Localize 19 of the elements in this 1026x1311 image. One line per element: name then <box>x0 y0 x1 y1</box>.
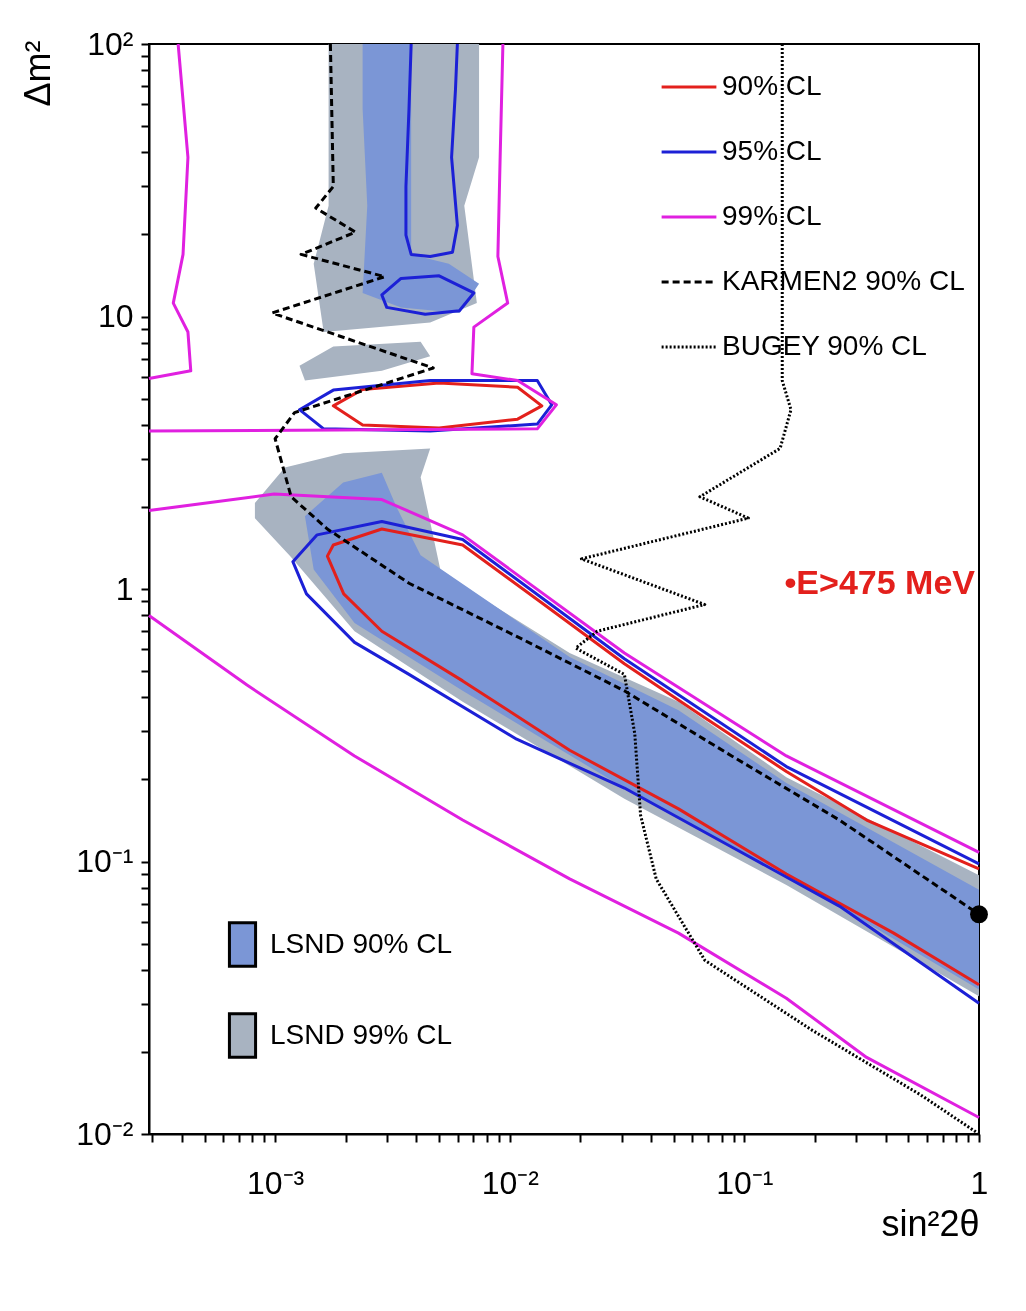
y-axis-title: Δm² <box>16 40 58 107</box>
annotation: •E>475 MeV <box>784 563 976 601</box>
legend-label: 90% CL <box>722 70 822 101</box>
legend-label: 99% CL <box>722 200 822 231</box>
legend-label: BUGEY 90% CL <box>722 330 927 361</box>
legend-label: LSND 99% CL <box>270 1018 453 1050</box>
y-tick-label: 10² <box>87 25 134 62</box>
x-tick-label: 1 <box>970 1164 989 1201</box>
y-tick-label: 10⁻¹ <box>76 843 134 879</box>
x-tick-label: 10⁻¹ <box>716 1164 774 1201</box>
y-tick-label: 10⁻² <box>76 1115 134 1152</box>
y-tick-label: 10 <box>97 298 134 334</box>
legend-label: 95% CL <box>722 135 822 166</box>
legend-label: KARMEN2 90% CL <box>722 265 965 296</box>
x-axis-title: sin²2θ <box>881 1202 980 1244</box>
legend-label: LSND 90% CL <box>270 927 453 959</box>
x-tick-label: 10⁻² <box>481 1164 540 1201</box>
x-tick-label: 10⁻³ <box>247 1164 305 1201</box>
y-tick-label: 1 <box>115 570 134 607</box>
